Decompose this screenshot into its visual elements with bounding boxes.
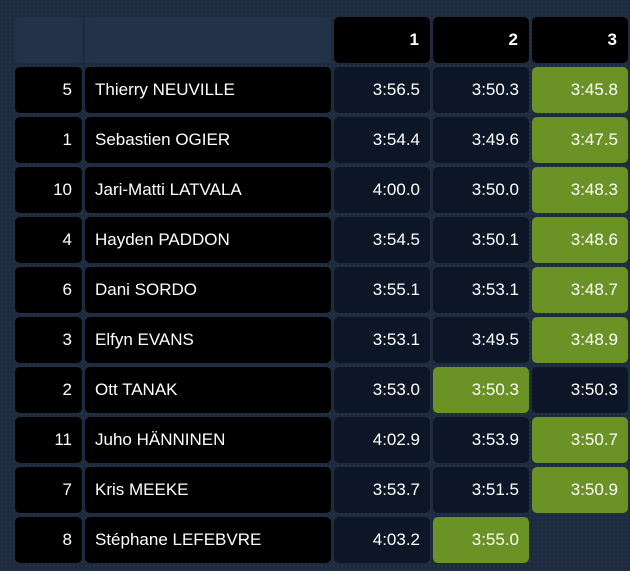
driver-name[interactable]: Kris MEEKE [85,467,331,513]
driver-name[interactable]: Jari-Matti LATVALA [85,167,331,213]
stage-time-3: 3:45.8 [532,67,628,113]
stage-time-2: 3:49.6 [433,117,529,163]
header-empty-car [15,17,82,63]
stage-time-2: 3:55.0 [433,517,529,563]
driver-name[interactable]: Dani SORDO [85,267,331,313]
stage-time-1: 4:00.0 [334,167,430,213]
car-number: 6 [15,267,82,313]
car-number: 5 [15,67,82,113]
stage-time-3: 3:50.3 [532,367,628,413]
driver-name[interactable]: Elfyn EVANS [85,317,331,363]
stage-time-2: 3:50.3 [433,67,529,113]
driver-name[interactable]: Stéphane LEFEBVRE [85,517,331,563]
stage-time-3: 3:50.9 [532,467,628,513]
car-number: 2 [15,367,82,413]
driver-name[interactable]: Hayden PADDON [85,217,331,263]
header-empty-driver [85,17,331,63]
stage-time-3: 3:48.9 [532,317,628,363]
car-number: 11 [15,417,82,463]
stage-time-1: 3:54.5 [334,217,430,263]
stage-time-3 [532,517,628,563]
stage-time-2: 3:50.3 [433,367,529,413]
stage-time-2: 3:50.0 [433,167,529,213]
stage-time-1: 3:55.1 [334,267,430,313]
stage-time-2: 3:49.5 [433,317,529,363]
driver-name[interactable]: Juho HÄNNINEN [85,417,331,463]
stage-time-2: 3:50.1 [433,217,529,263]
car-number: 10 [15,167,82,213]
driver-name[interactable]: Sebastien OGIER [85,117,331,163]
stage-time-2: 3:51.5 [433,467,529,513]
stage-time-1: 3:53.1 [334,317,430,363]
header-stage-1[interactable]: 1 [334,17,430,63]
stage-time-1: 4:02.9 [334,417,430,463]
car-number: 7 [15,467,82,513]
driver-name[interactable]: Thierry NEUVILLE [85,67,331,113]
stage-time-1: 3:53.0 [334,367,430,413]
car-number: 8 [15,517,82,563]
stage-time-1: 3:53.7 [334,467,430,513]
stage-time-1: 3:54.4 [334,117,430,163]
stage-time-3: 3:48.7 [532,267,628,313]
stage-time-2: 3:53.1 [433,267,529,313]
stage-time-3: 3:48.6 [532,217,628,263]
car-number: 4 [15,217,82,263]
stage-times-table: 1 2 3 5 Thierry NEUVILLE 3:56.5 3:50.3 3:45.… [15,17,628,563]
stage-time-1: 3:56.5 [334,67,430,113]
car-number: 3 [15,317,82,363]
header-stage-2[interactable]: 2 [433,17,529,63]
stage-time-3: 3:47.5 [532,117,628,163]
stage-time-3: 3:48.3 [532,167,628,213]
driver-name[interactable]: Ott TANAK [85,367,331,413]
car-number: 1 [15,117,82,163]
stage-time-1: 4:03.2 [334,517,430,563]
stage-time-3: 3:50.7 [532,417,628,463]
header-stage-3[interactable]: 3 [532,17,628,63]
stage-time-2: 3:53.9 [433,417,529,463]
